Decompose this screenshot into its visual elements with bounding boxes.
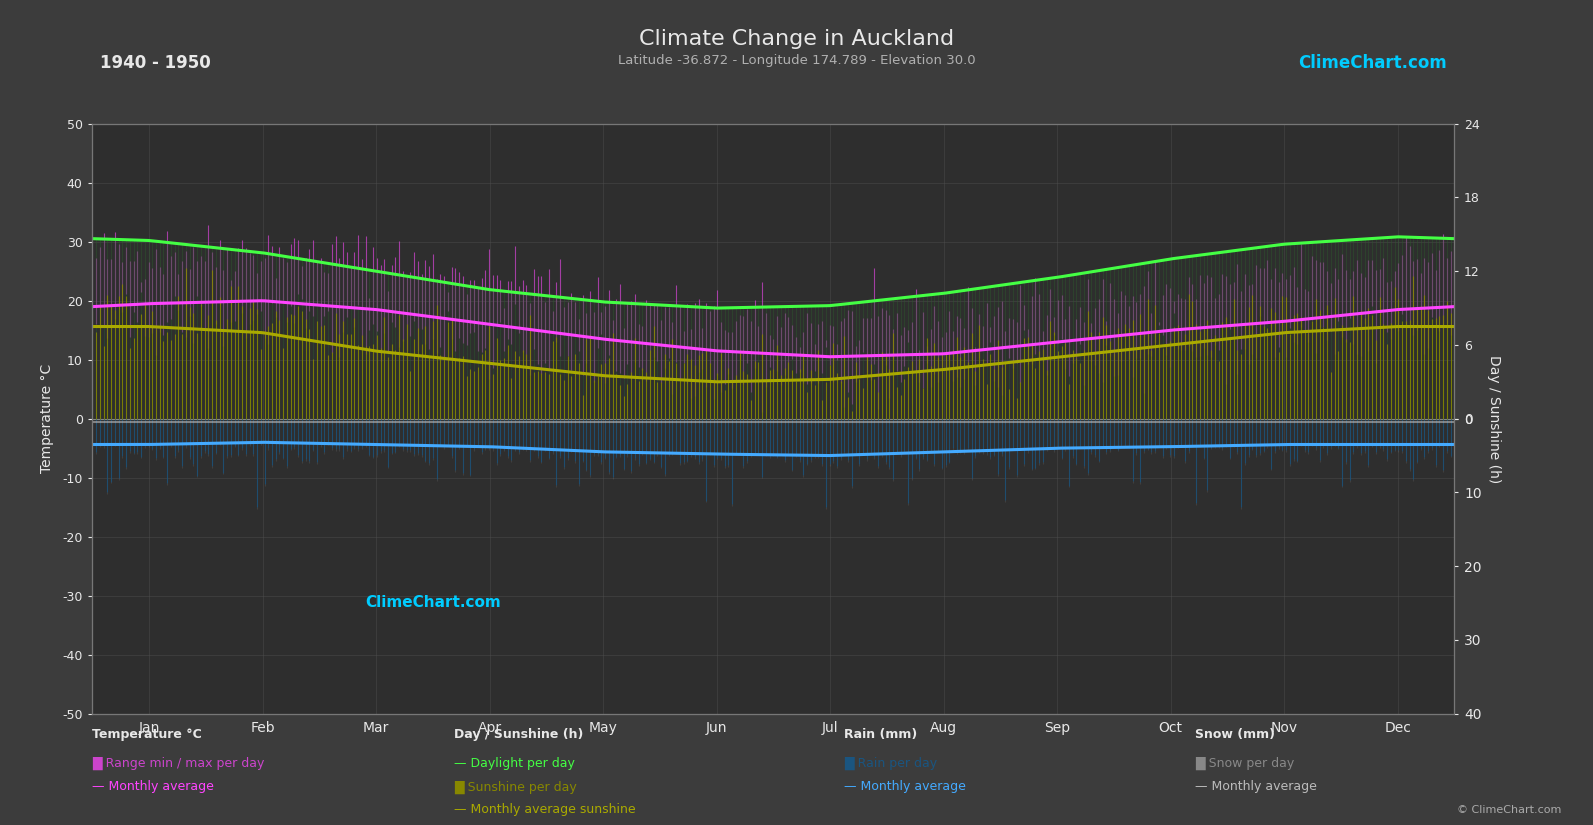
Text: Day / Sunshine (h): Day / Sunshine (h) xyxy=(454,728,583,742)
Text: — Monthly average: — Monthly average xyxy=(92,780,215,794)
Text: Latitude -36.872 - Longitude 174.789 - Elevation 30.0: Latitude -36.872 - Longitude 174.789 - E… xyxy=(618,54,975,67)
Text: █ Range min / max per day: █ Range min / max per day xyxy=(92,757,264,771)
Text: ClimeChart.com: ClimeChart.com xyxy=(365,596,500,610)
Y-axis label: Day / Sunshine (h): Day / Sunshine (h) xyxy=(1486,355,1501,483)
Text: Climate Change in Auckland: Climate Change in Auckland xyxy=(639,29,954,49)
Text: © ClimeChart.com: © ClimeChart.com xyxy=(1456,804,1561,814)
Text: ClimeChart.com: ClimeChart.com xyxy=(1298,54,1446,72)
Text: Temperature °C: Temperature °C xyxy=(92,728,202,742)
Text: █ Rain per day: █ Rain per day xyxy=(844,757,937,771)
Text: — Monthly average: — Monthly average xyxy=(844,780,967,794)
Text: — Monthly average: — Monthly average xyxy=(1195,780,1317,794)
Text: — Monthly average sunshine: — Monthly average sunshine xyxy=(454,803,636,816)
Text: Snow (mm): Snow (mm) xyxy=(1195,728,1274,742)
Text: — Daylight per day: — Daylight per day xyxy=(454,757,575,771)
Text: █ Sunshine per day: █ Sunshine per day xyxy=(454,780,577,794)
Text: 1940 - 1950: 1940 - 1950 xyxy=(100,54,212,72)
Text: █ Snow per day: █ Snow per day xyxy=(1195,757,1294,771)
Y-axis label: Temperature °C: Temperature °C xyxy=(40,364,54,474)
Text: Rain (mm): Rain (mm) xyxy=(844,728,918,742)
